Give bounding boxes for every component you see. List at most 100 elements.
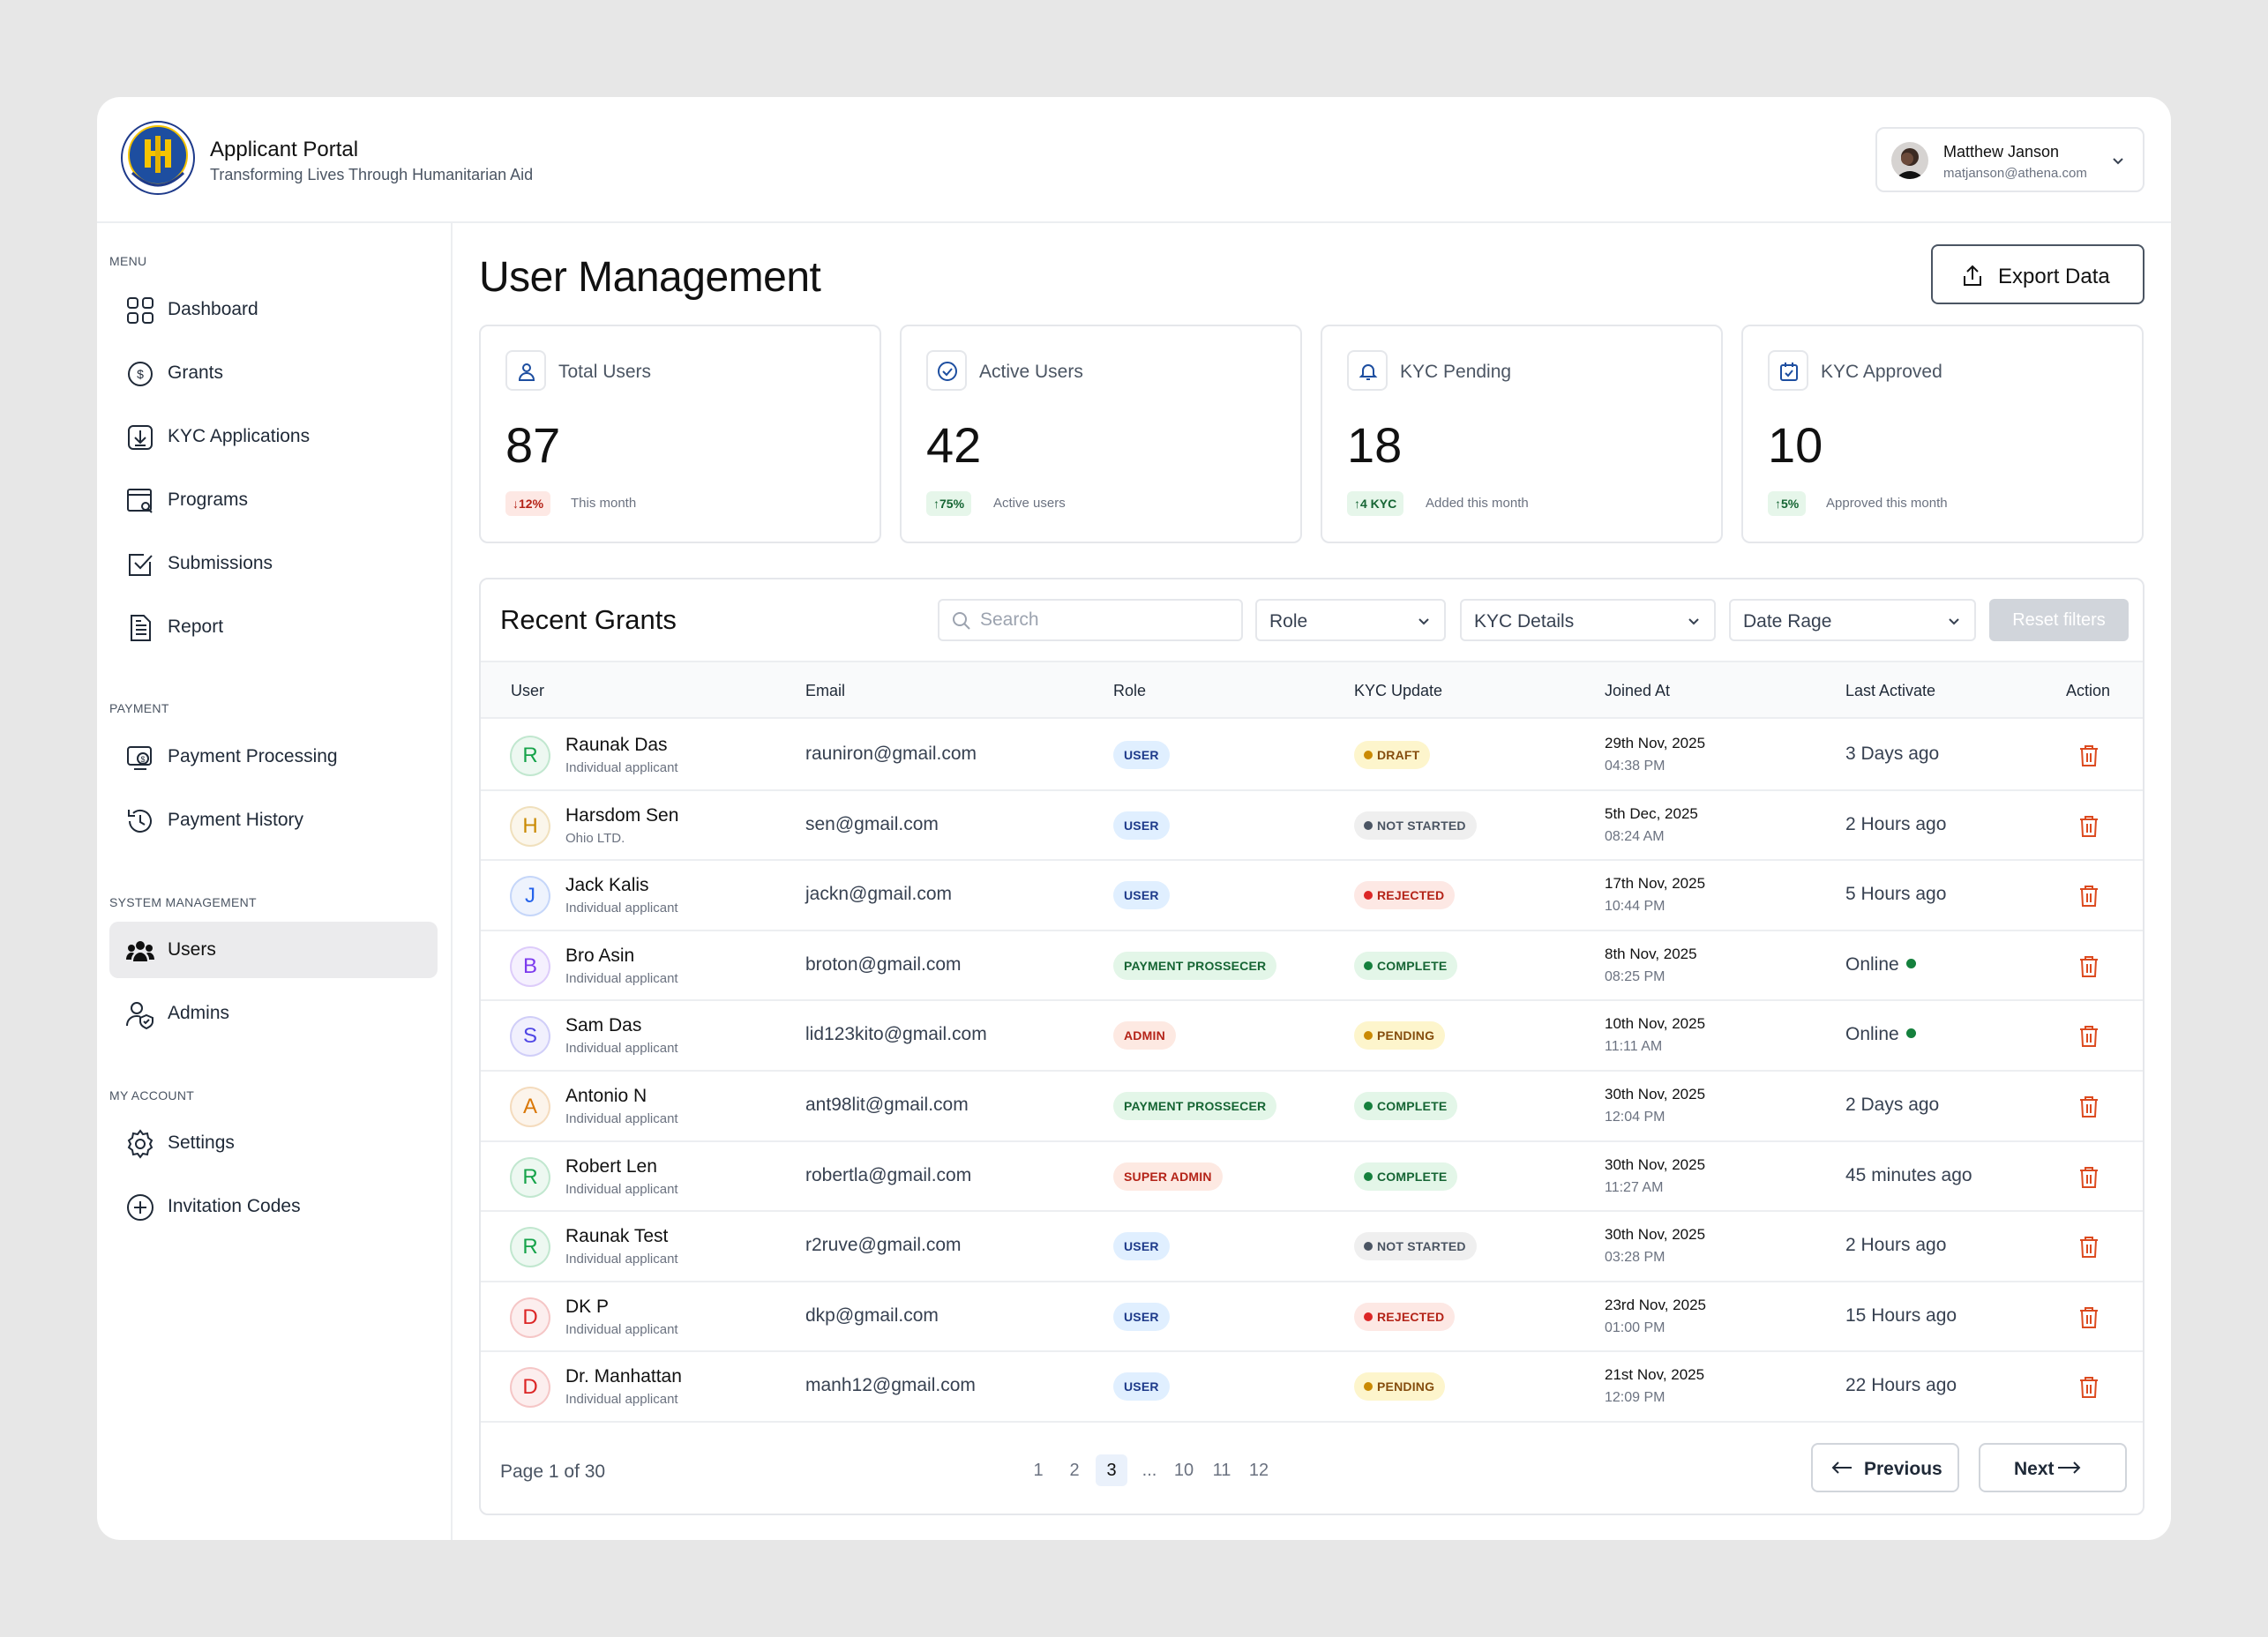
trash-icon[interactable]: [2077, 1024, 2100, 1049]
status-dot: [1364, 1242, 1373, 1252]
page-number[interactable]: 12: [1248, 1461, 1269, 1480]
user-email: ant98lit@gmail.com: [805, 1095, 969, 1115]
user-name: Matthew Janson: [1943, 143, 2060, 161]
sidebar-item-grants[interactable]: $ Grants: [109, 345, 438, 401]
kyc-status-text: NOT STARTED: [1377, 1239, 1466, 1254]
sidebar-item-kyc-applications[interactable]: KYC Applications: [109, 408, 438, 465]
user-email: matjanson@athena.com: [1943, 166, 2087, 181]
sidebar-item-payment-history[interactable]: Payment History: [109, 792, 438, 848]
joined-date: 8th Nov, 2025: [1605, 945, 1697, 962]
page-number[interactable]: 3: [1096, 1454, 1127, 1486]
joined-time: 11:27 AM: [1605, 1179, 1664, 1195]
user-menu[interactable]: Matthew Janson matjanson@athena.com: [1875, 127, 2144, 192]
search-input[interactable]: [980, 608, 1227, 632]
table-row[interactable]: R Robert Len Individual applicant robertla@…: [481, 1142, 2143, 1213]
kyc-status-badge: COMPLETE: [1354, 1162, 1458, 1191]
table-row[interactable]: R Raunak Test Individual applicant r2ruve@g…: [481, 1212, 2143, 1282]
page-number[interactable]: 11: [1212, 1461, 1231, 1480]
reset-filters-button[interactable]: Reset filters: [1989, 599, 2129, 641]
user-name: Raunak Test: [565, 1226, 669, 1247]
sidebar-item-settings[interactable]: Settings: [109, 1115, 438, 1171]
table-row[interactable]: D DK P Individual applicant dkp@gmail.com US…: [481, 1282, 2143, 1353]
user-email: r2ruve@gmail.com: [805, 1235, 962, 1256]
trash-icon[interactable]: [2077, 1095, 2100, 1119]
joined-time: 08:24 AM: [1605, 828, 1665, 844]
user-name: Robert Len: [565, 1155, 657, 1177]
last-activity: 15 Hours ago: [1845, 1305, 1957, 1327]
trash-icon[interactable]: [2077, 1375, 2100, 1400]
user-type: Individual applicant: [565, 760, 678, 775]
sidebar-item-dashboard[interactable]: Dashboard: [109, 281, 438, 338]
user-name: Raunak Das: [565, 735, 668, 755]
joined-date: 10th Nov, 2025: [1605, 1015, 1706, 1033]
trash-icon[interactable]: [2077, 744, 2100, 768]
table-row[interactable]: S Sam Das Individual applicant lid123kito@g…: [481, 1001, 2143, 1072]
trash-icon[interactable]: [2077, 884, 2100, 908]
main-content: User Management Export Data Total Users …: [453, 223, 2171, 1540]
arrow-left-icon: [1831, 1461, 1852, 1474]
last-activity: 22 Hours ago: [1845, 1375, 1957, 1396]
sidebar-item-submissions[interactable]: Submissions: [109, 535, 438, 592]
page-number[interactable]: 10: [1173, 1461, 1194, 1480]
kyc-status-text: DRAFT: [1377, 748, 1420, 762]
last-activity-text: 15 Hours ago: [1845, 1304, 1957, 1326]
section-system-management: SYSTEM MANAGEMENT: [109, 895, 257, 909]
sidebar-item-payment-processing[interactable]: $ Payment Processing: [109, 729, 438, 785]
role-badge: USER: [1113, 741, 1170, 769]
last-activity: 3 Days ago: [1845, 744, 1939, 765]
table-row[interactable]: B Bro Asin Individual applicant broton@gmai…: [481, 931, 2143, 1002]
date-range-select[interactable]: Date Rage: [1729, 599, 1976, 641]
table-row[interactable]: A Antonio N Individual applicant ant98lit@g…: [481, 1072, 2143, 1142]
table-row[interactable]: R Raunak Das Individual applicant rauniron@…: [481, 721, 2143, 791]
next-button[interactable]: Next: [1979, 1443, 2127, 1492]
table-row[interactable]: J Jack Kalis Individual applicant jackn@gma…: [481, 861, 2143, 931]
sidebar-item-users[interactable]: Users: [109, 922, 438, 978]
search-field[interactable]: [938, 599, 1243, 641]
page-number: ...: [1141, 1461, 1157, 1480]
check-box-icon: [129, 554, 153, 576]
sidebar-item-report[interactable]: Report: [109, 599, 438, 655]
joined-date: 30th Nov, 2025: [1605, 1155, 1706, 1173]
stat-card-kyc-approved: KYC Approved 10 ↑5% Approved this month: [1741, 325, 2144, 543]
last-activity: 2 Hours ago: [1845, 814, 1946, 835]
kyc-status-badge: PENDING: [1354, 1021, 1446, 1050]
joined-date: 23rd Nov, 2025: [1605, 1296, 1706, 1313]
trash-icon[interactable]: [2077, 1305, 2100, 1330]
column-header: Last Activate: [1845, 682, 1936, 699]
column-header: Email: [805, 682, 846, 699]
section-my-account: MY ACCOUNT: [109, 1088, 195, 1103]
trash-icon[interactable]: [2077, 1235, 2100, 1260]
joined-date: 29th Nov, 2025: [1605, 735, 1706, 751]
kyc-status-badge: NOT STARTED: [1354, 1232, 1477, 1261]
sidebar-item-invitation-codes[interactable]: Invitation Codes: [109, 1178, 438, 1235]
section-payment: PAYMENT: [109, 701, 169, 715]
sidebar-item-label: Submissions: [168, 553, 273, 573]
page-number[interactable]: 1: [1033, 1461, 1044, 1480]
user-initial-avatar: B: [510, 946, 550, 987]
user-initial-avatar: H: [510, 805, 550, 847]
user-initial-avatar: S: [510, 1016, 550, 1058]
role-badge: PAYMENT PROSSECER: [1113, 1092, 1277, 1120]
trash-icon[interactable]: [2077, 954, 2100, 979]
table-row[interactable]: H Harsdom Sen Ohio LTD. sen@gmail.com USER NO…: [481, 791, 2143, 862]
page-number[interactable]: 2: [1069, 1461, 1080, 1480]
user-name: Bro Asin: [565, 945, 635, 966]
table-row[interactable]: D Dr. Manhattan Individual applicant manh12…: [481, 1352, 2143, 1423]
user-email: jackn@gmail.com: [805, 884, 953, 905]
previous-button[interactable]: Previous: [1811, 1443, 1959, 1492]
sidebar-item-label: Grants: [168, 363, 224, 383]
sidebar-item-admins[interactable]: Admins: [109, 985, 438, 1042]
trash-icon[interactable]: [2077, 814, 2100, 839]
role-badge: USER: [1113, 1302, 1170, 1331]
sidebar-item-label: Programs: [168, 490, 249, 510]
browser-search-icon: [127, 489, 153, 513]
user-initial-avatar: A: [510, 1087, 550, 1127]
role-filter-select[interactable]: Role: [1255, 599, 1446, 641]
sidebar-item-programs[interactable]: Programs: [109, 472, 438, 528]
bell-icon: [1347, 350, 1388, 391]
joined-time: 03:28 PM: [1605, 1250, 1665, 1266]
trash-icon[interactable]: [2077, 1165, 2100, 1190]
joined-time: 11:11 AM: [1605, 1039, 1663, 1055]
export-data-button[interactable]: Export Data: [1931, 244, 2144, 304]
kyc-filter-select[interactable]: KYC Details: [1460, 599, 1716, 641]
